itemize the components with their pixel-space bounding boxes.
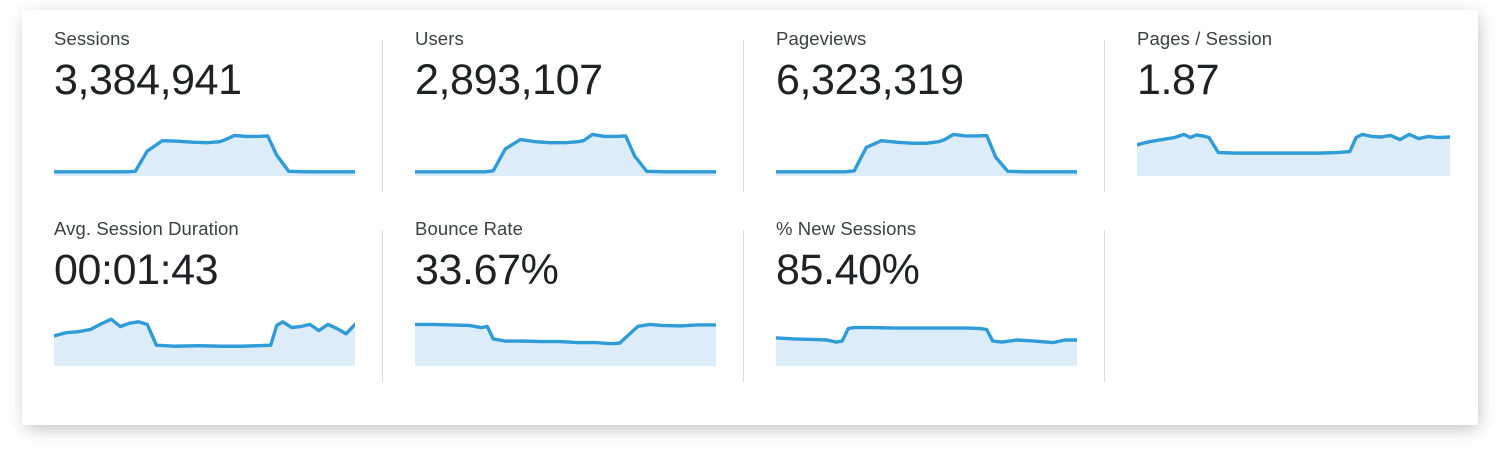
sparkline-bounce-rate (415, 314, 716, 366)
sparkline-avg-session-duration (54, 314, 355, 366)
metric-card-users[interactable]: Users 2,893,107 (383, 28, 744, 203)
metric-value: 6,323,319 (776, 56, 964, 104)
metric-card-text: % New Sessions 85.40% (776, 218, 1077, 296)
metric-card-sessions[interactable]: Sessions 3,384,941 (22, 28, 383, 203)
metric-card-pageviews[interactable]: Pageviews 6,323,319 (744, 28, 1105, 203)
metric-value: 3,384,941 (54, 56, 242, 104)
metric-label: Bounce Rate (415, 218, 524, 239)
metric-label: Pages / Session (1137, 28, 1273, 49)
metric-card-text: Bounce Rate 33.67% (415, 218, 716, 296)
metric-card-text: Pages / Session 1.87 (1137, 28, 1450, 106)
metric-card-percent-new-sessions[interactable]: % New Sessions 85.40% (744, 218, 1105, 393)
sparkline-sessions (54, 124, 355, 176)
metric-value: 1.87 (1137, 56, 1220, 104)
metric-value: 2,893,107 (415, 56, 603, 104)
metric-label: Users (415, 28, 464, 49)
metric-value: 33.67% (415, 246, 559, 294)
metric-label: Sessions (54, 28, 130, 49)
analytics-metric-summary-panel: Sessions 3,384,941 Users 2,893,107 Pagev… (22, 10, 1478, 425)
sparkline-percent-new-sessions (776, 314, 1077, 366)
metric-card-text: Avg. Session Duration 00:01:43 (54, 218, 355, 296)
metric-card-avg-session-duration[interactable]: Avg. Session Duration 00:01:43 (22, 218, 383, 393)
sparkline-pages-per-session (1137, 124, 1450, 176)
metric-card-text: Pageviews 6,323,319 (776, 28, 1077, 106)
metric-card-text: Sessions 3,384,941 (54, 28, 355, 106)
metric-card-bounce-rate[interactable]: Bounce Rate 33.67% (383, 218, 744, 393)
sparkline-pageviews (776, 124, 1077, 176)
metric-card-empty-slot (1105, 218, 1478, 393)
metric-label: Avg. Session Duration (54, 218, 239, 239)
metric-card-pages-per-session[interactable]: Pages / Session 1.87 (1105, 28, 1478, 203)
metric-label: % New Sessions (776, 218, 917, 239)
sparkline-users (415, 124, 716, 176)
metric-value: 85.40% (776, 246, 920, 294)
metric-label: Pageviews (776, 28, 867, 49)
metric-row-bottom: Avg. Session Duration 00:01:43 Bounce Ra… (22, 218, 1478, 408)
metric-row-top: Sessions 3,384,941 Users 2,893,107 Pagev… (22, 28, 1478, 218)
metric-card-text: Users 2,893,107 (415, 28, 716, 106)
metric-value: 00:01:43 (54, 246, 219, 294)
